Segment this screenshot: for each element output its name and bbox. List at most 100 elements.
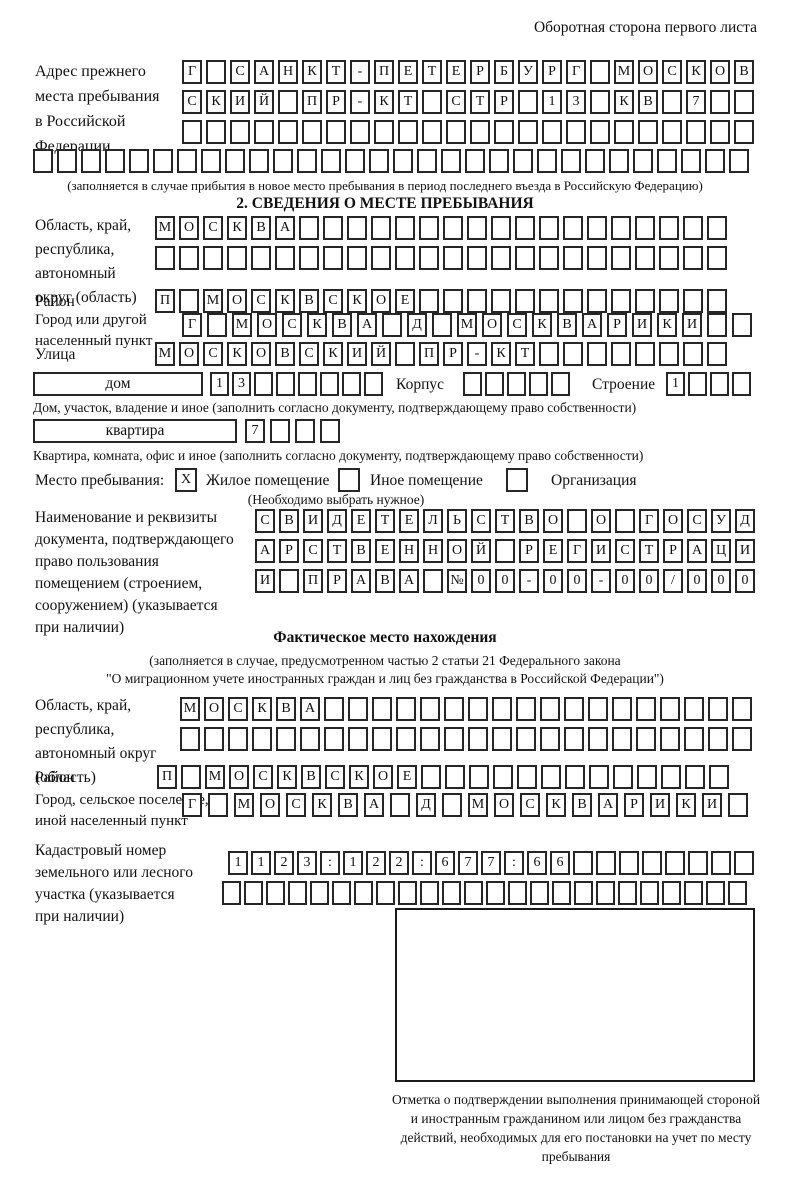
char-box[interactable]: В bbox=[572, 793, 592, 817]
char-box[interactable]: В bbox=[351, 539, 371, 563]
char-box[interactable]: Т bbox=[639, 539, 659, 563]
char-box[interactable]: Д bbox=[327, 509, 347, 533]
char-box[interactable] bbox=[612, 727, 632, 751]
char-box[interactable] bbox=[516, 697, 536, 721]
char-box[interactable] bbox=[539, 342, 559, 366]
char-box[interactable]: О bbox=[591, 509, 611, 533]
char-box[interactable] bbox=[395, 246, 415, 270]
char-box[interactable] bbox=[709, 765, 729, 789]
char-box[interactable] bbox=[443, 289, 463, 313]
char-box[interactable] bbox=[395, 216, 415, 240]
char-box[interactable]: А bbox=[255, 539, 275, 563]
char-box[interactable] bbox=[552, 881, 571, 905]
char-box[interactable] bbox=[345, 149, 365, 173]
char-box[interactable]: У bbox=[518, 60, 538, 84]
char-box[interactable] bbox=[683, 216, 703, 240]
char-box[interactable]: К bbox=[349, 765, 369, 789]
char-box[interactable]: И bbox=[650, 793, 670, 817]
char-box[interactable] bbox=[422, 90, 442, 114]
char-box[interactable]: К bbox=[302, 60, 322, 84]
char-box[interactable] bbox=[201, 149, 221, 173]
char-box[interactable]: С bbox=[251, 289, 271, 313]
char-box[interactable] bbox=[596, 851, 616, 875]
char-box[interactable] bbox=[539, 216, 559, 240]
char-box[interactable]: 1 bbox=[666, 372, 685, 396]
char-box[interactable]: В bbox=[557, 313, 577, 337]
char-box[interactable] bbox=[710, 120, 730, 144]
char-box[interactable] bbox=[635, 246, 655, 270]
char-box[interactable] bbox=[465, 149, 485, 173]
char-box[interactable]: Р bbox=[327, 569, 347, 593]
char-box[interactable] bbox=[659, 246, 679, 270]
char-box[interactable] bbox=[179, 246, 199, 270]
char-box[interactable] bbox=[442, 793, 462, 817]
char-box[interactable] bbox=[295, 419, 315, 443]
char-box[interactable]: Н bbox=[399, 539, 419, 563]
char-box[interactable] bbox=[204, 727, 224, 751]
char-box[interactable]: О bbox=[179, 216, 199, 240]
char-box[interactable]: Ь bbox=[447, 509, 467, 533]
char-box[interactable]: О bbox=[179, 342, 199, 366]
char-box[interactable]: Н bbox=[278, 60, 298, 84]
char-box[interactable] bbox=[563, 342, 583, 366]
char-box[interactable] bbox=[445, 765, 465, 789]
char-box[interactable]: В bbox=[276, 697, 296, 721]
char-box[interactable] bbox=[729, 149, 749, 173]
char-box[interactable] bbox=[278, 120, 298, 144]
char-box[interactable] bbox=[244, 881, 263, 905]
char-box[interactable]: № bbox=[447, 569, 467, 593]
char-box[interactable]: 6 bbox=[550, 851, 570, 875]
char-box[interactable]: Р bbox=[624, 793, 644, 817]
char-box[interactable] bbox=[588, 697, 608, 721]
char-box[interactable]: С bbox=[253, 765, 273, 789]
char-box[interactable]: О bbox=[494, 793, 514, 817]
char-box[interactable] bbox=[491, 216, 511, 240]
char-box[interactable] bbox=[105, 149, 125, 173]
char-box[interactable]: А bbox=[275, 216, 295, 240]
char-box[interactable] bbox=[422, 120, 442, 144]
char-box[interactable] bbox=[635, 216, 655, 240]
char-box[interactable]: Г bbox=[182, 60, 202, 84]
char-box[interactable]: И bbox=[735, 539, 755, 563]
char-box[interactable]: В bbox=[332, 313, 352, 337]
char-box[interactable]: 7 bbox=[245, 419, 265, 443]
char-box[interactable] bbox=[518, 90, 538, 114]
char-box[interactable] bbox=[299, 246, 319, 270]
char-box[interactable]: С bbox=[323, 289, 343, 313]
char-box[interactable] bbox=[657, 149, 677, 173]
char-box[interactable] bbox=[395, 342, 415, 366]
char-box[interactable]: - bbox=[350, 60, 370, 84]
char-box[interactable] bbox=[273, 149, 293, 173]
char-box[interactable]: С bbox=[325, 765, 345, 789]
char-box[interactable]: В bbox=[519, 509, 539, 533]
char-box[interactable] bbox=[564, 697, 584, 721]
char-box[interactable] bbox=[515, 246, 535, 270]
char-box[interactable]: О bbox=[663, 509, 683, 533]
char-box[interactable] bbox=[251, 246, 271, 270]
char-box[interactable]: К bbox=[275, 289, 295, 313]
char-box[interactable]: Т bbox=[422, 60, 442, 84]
char-box[interactable] bbox=[732, 727, 752, 751]
char-box[interactable] bbox=[206, 120, 226, 144]
char-box[interactable]: А bbox=[300, 697, 320, 721]
char-box[interactable] bbox=[707, 246, 727, 270]
char-box[interactable] bbox=[417, 149, 437, 173]
char-box[interactable] bbox=[539, 246, 559, 270]
char-box[interactable]: Е bbox=[395, 289, 415, 313]
char-box[interactable] bbox=[249, 149, 269, 173]
char-box[interactable] bbox=[537, 149, 557, 173]
char-box[interactable]: М bbox=[457, 313, 477, 337]
char-box[interactable]: 3 bbox=[297, 851, 317, 875]
char-box[interactable]: Р bbox=[279, 539, 299, 563]
char-box[interactable] bbox=[254, 120, 274, 144]
char-box[interactable] bbox=[398, 881, 417, 905]
char-box[interactable] bbox=[734, 90, 754, 114]
char-box[interactable]: Е bbox=[351, 509, 371, 533]
char-box[interactable] bbox=[33, 149, 53, 173]
char-box[interactable] bbox=[734, 120, 754, 144]
char-box[interactable]: 2 bbox=[389, 851, 409, 875]
char-box[interactable] bbox=[540, 697, 560, 721]
char-box[interactable] bbox=[275, 246, 295, 270]
char-box[interactable]: 6 bbox=[527, 851, 547, 875]
char-box[interactable]: О bbox=[447, 539, 467, 563]
